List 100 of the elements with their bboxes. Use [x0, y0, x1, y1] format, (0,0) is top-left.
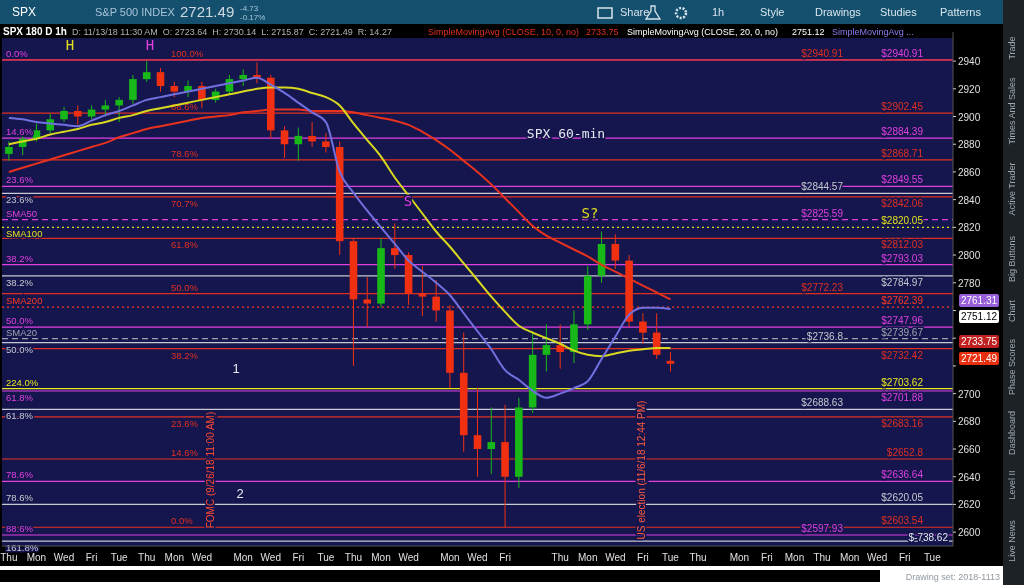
x-tick-label: Mon — [26, 552, 47, 563]
y-tick-label: 2860 — [958, 166, 981, 178]
text: Big Buttons — [1007, 235, 1018, 283]
annotation: 38.2% — [6, 276, 34, 288]
text: Studies — [880, 6, 918, 18]
annotation: 224.0% — [6, 376, 39, 388]
x-tick-label: Thu — [138, 552, 156, 563]
annotation: 50.0% — [171, 281, 199, 293]
chart-subtitle: D: 11/13/18 11:30 AM O: 2723.64 H: 2730.14 L: 2715.87 C: 2721.49 R: 14.27 — [72, 27, 392, 37]
y-tick-label: 2680 — [958, 416, 981, 428]
x-tick-label: Wed — [467, 552, 488, 563]
ref-line-label: $2683.16 — [881, 417, 924, 429]
x-tick-label: Mon — [233, 552, 253, 563]
text: Level II — [1007, 470, 1018, 500]
ref-line-label: $2793.03 — [881, 252, 924, 264]
ref-line-label: $2940.91 — [801, 47, 844, 59]
ref-line-label: $2842.06 — [881, 197, 924, 209]
annotation: 38.2% — [6, 252, 34, 264]
text: Phase Scores — [1007, 338, 1018, 396]
x-tick-label: Thu — [0, 552, 18, 563]
ref-line-label: $2940.91 — [881, 47, 924, 59]
text: 2751.12 — [960, 311, 998, 322]
x-tick-label: Tue — [662, 552, 680, 563]
x-tick-label: Fri — [292, 552, 305, 563]
y-tick-label: 2780 — [958, 277, 981, 289]
annotation: SMA20 — [6, 326, 38, 338]
annotation: H — [65, 37, 75, 53]
ref-line-label: $2603.54 — [881, 515, 924, 527]
annotation: SimpleMovingAvg (CLOSE, 10, 0, no) — [428, 27, 579, 37]
x-tick-label: Tue — [923, 552, 942, 563]
annotation: 61.8% — [171, 239, 199, 251]
x-tick-label: Wed — [53, 552, 75, 563]
annotation: 2751.12 — [792, 27, 825, 37]
x-tick-label: Mon — [784, 552, 805, 563]
ref-line-label: $2736.8 — [806, 330, 844, 342]
x-tick-label: Wed — [398, 552, 419, 563]
annotation: SMA100 — [6, 228, 43, 240]
annotation: 161.8% — [6, 542, 39, 554]
ref-line-label: $2747.96 — [881, 315, 924, 327]
x-tick-label: Wed — [260, 552, 281, 563]
x-tick-label: Mon — [839, 552, 860, 563]
text: Share — [620, 6, 650, 18]
annotation: $-738.62 — [908, 532, 949, 543]
annotation: 50.0% — [6, 315, 34, 327]
text: Drawings — [815, 6, 862, 18]
y-tick-label: 2880 — [958, 139, 981, 151]
chart-title: SPX 180 D 1h — [3, 26, 67, 37]
y-tick-label: 2600 — [958, 527, 981, 539]
ref-line-label: $2620.05 — [881, 492, 924, 504]
y-tick-label: 2920 — [958, 83, 981, 95]
annotation: 61.8% — [6, 392, 34, 403]
ref-line-label: $2732.42 — [881, 349, 924, 361]
annotation: S — [403, 193, 413, 209]
y-tick-label: 2940 — [958, 56, 981, 68]
ref-line-label: $2772.23 — [801, 281, 844, 293]
annotation: SimpleMovingAvg (CLOSE, 20, 0, no) — [627, 27, 778, 37]
annotation: 14.6% — [171, 446, 199, 458]
ref-line-label: $2784.97 — [881, 276, 924, 288]
annotation: H — [145, 37, 155, 53]
text: 2721.49 — [180, 3, 235, 20]
x-tick-label: Thu — [344, 552, 363, 563]
text: Active Trader — [1007, 162, 1018, 216]
annotation: 2733.75 — [586, 27, 619, 37]
x-tick-label: Wed — [867, 552, 888, 563]
text: SPX — [12, 5, 37, 19]
y-tick-label: 2800 — [958, 250, 981, 262]
x-tick-label: Tue — [317, 552, 335, 563]
ref-line-label: $2812.03 — [881, 239, 924, 251]
ref-line-label: $2636.64 — [881, 469, 924, 481]
annotation: 100.0% — [171, 47, 204, 59]
x-tick-label: Tue — [110, 552, 129, 563]
text: Dashboard — [1007, 410, 1018, 456]
text: S&P 500 INDEX — [95, 6, 176, 18]
annotation: 78.6% — [171, 147, 199, 159]
x-tick-label: Wed — [191, 552, 213, 563]
ref-line-label: $2688.63 — [801, 397, 844, 409]
annotation: SPX 60-min — [526, 126, 606, 141]
y-tick-label: 2640 — [958, 471, 981, 483]
x-tick-label: Mon — [729, 552, 750, 563]
annotation: 70.7% — [171, 197, 199, 209]
annotation: SMA200 — [6, 295, 43, 307]
x-tick-label: Fri — [499, 552, 511, 563]
ref-line-label: $2884.39 — [881, 126, 924, 138]
text: 2721.49 — [960, 353, 998, 364]
text: 1h — [712, 6, 725, 18]
x-tick-label: Mon — [164, 552, 185, 563]
ref-line-label: $2701.88 — [881, 392, 924, 403]
ref-line-label: $2868.71 — [881, 147, 924, 159]
annotation: S? — [581, 205, 599, 221]
ref-line-label: $2762.39 — [881, 295, 924, 307]
annotation: 78.6% — [6, 492, 34, 504]
ref-line-label: $2849.55 — [881, 174, 924, 186]
text: Times And Sales — [1007, 76, 1018, 145]
x-tick-label: Thu — [551, 552, 569, 563]
y-tick-label: 2700 — [958, 388, 981, 400]
y-tick-label: 2900 — [958, 111, 981, 123]
annotation: FOMC (9/26/18 11:00 AM) — [205, 411, 216, 529]
annotation: 0.0% — [171, 515, 194, 527]
annotation: SMA50 — [6, 207, 38, 219]
x-tick-label: Fri — [761, 552, 773, 563]
